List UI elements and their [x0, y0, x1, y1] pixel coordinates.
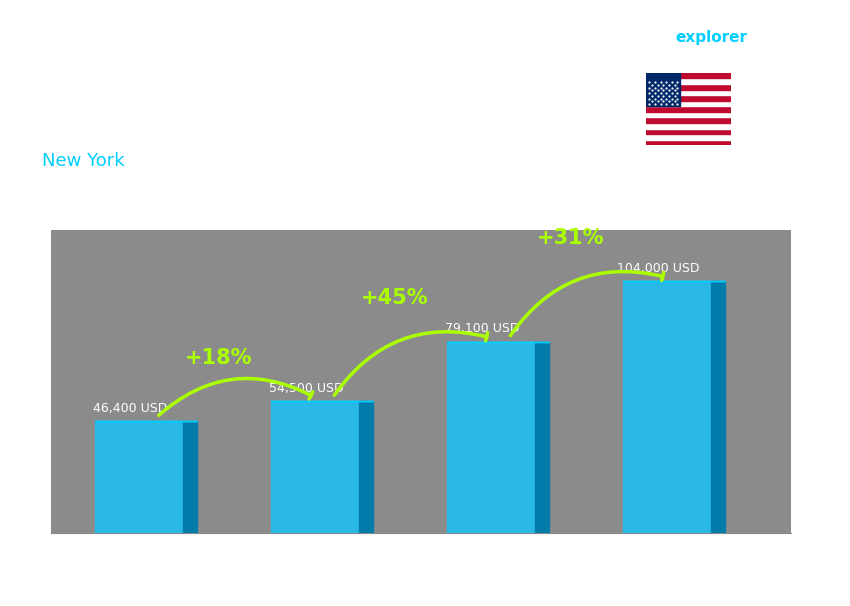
Bar — [646, 73, 680, 106]
Bar — [646, 128, 731, 135]
Text: 104,000 USD: 104,000 USD — [617, 262, 700, 275]
Polygon shape — [711, 281, 725, 533]
Bar — [646, 112, 731, 118]
Bar — [447, 342, 536, 533]
Bar — [95, 421, 183, 533]
Bar — [646, 123, 731, 128]
Text: Creative Writer: Creative Writer — [42, 109, 179, 127]
Bar — [646, 118, 731, 123]
Text: explorer: explorer — [676, 30, 748, 45]
Bar — [646, 73, 731, 78]
Text: salary: salary — [612, 30, 665, 45]
Bar — [646, 78, 731, 84]
Bar — [646, 140, 731, 145]
Bar — [271, 401, 359, 533]
Bar — [646, 135, 731, 140]
Text: .com: .com — [744, 30, 785, 45]
Text: 54,500 USD: 54,500 USD — [269, 382, 343, 395]
Polygon shape — [183, 421, 197, 533]
Bar — [646, 95, 731, 101]
Bar — [646, 90, 731, 95]
Bar — [646, 84, 731, 90]
Text: New York: New York — [42, 152, 125, 170]
Polygon shape — [536, 342, 549, 533]
Text: 79,100 USD: 79,100 USD — [445, 322, 519, 336]
Text: +18%: +18% — [184, 347, 252, 368]
Text: +45%: +45% — [360, 288, 428, 308]
Polygon shape — [359, 401, 373, 533]
Text: +31%: +31% — [536, 227, 604, 248]
Text: Salary Comparison By Education: Salary Comparison By Education — [42, 42, 525, 68]
Bar — [646, 101, 731, 106]
Text: 46,400 USD: 46,400 USD — [93, 402, 167, 415]
Text: Average Yearly Salary: Average Yearly Salary — [823, 250, 833, 356]
Bar — [646, 106, 731, 112]
Bar — [623, 281, 711, 533]
